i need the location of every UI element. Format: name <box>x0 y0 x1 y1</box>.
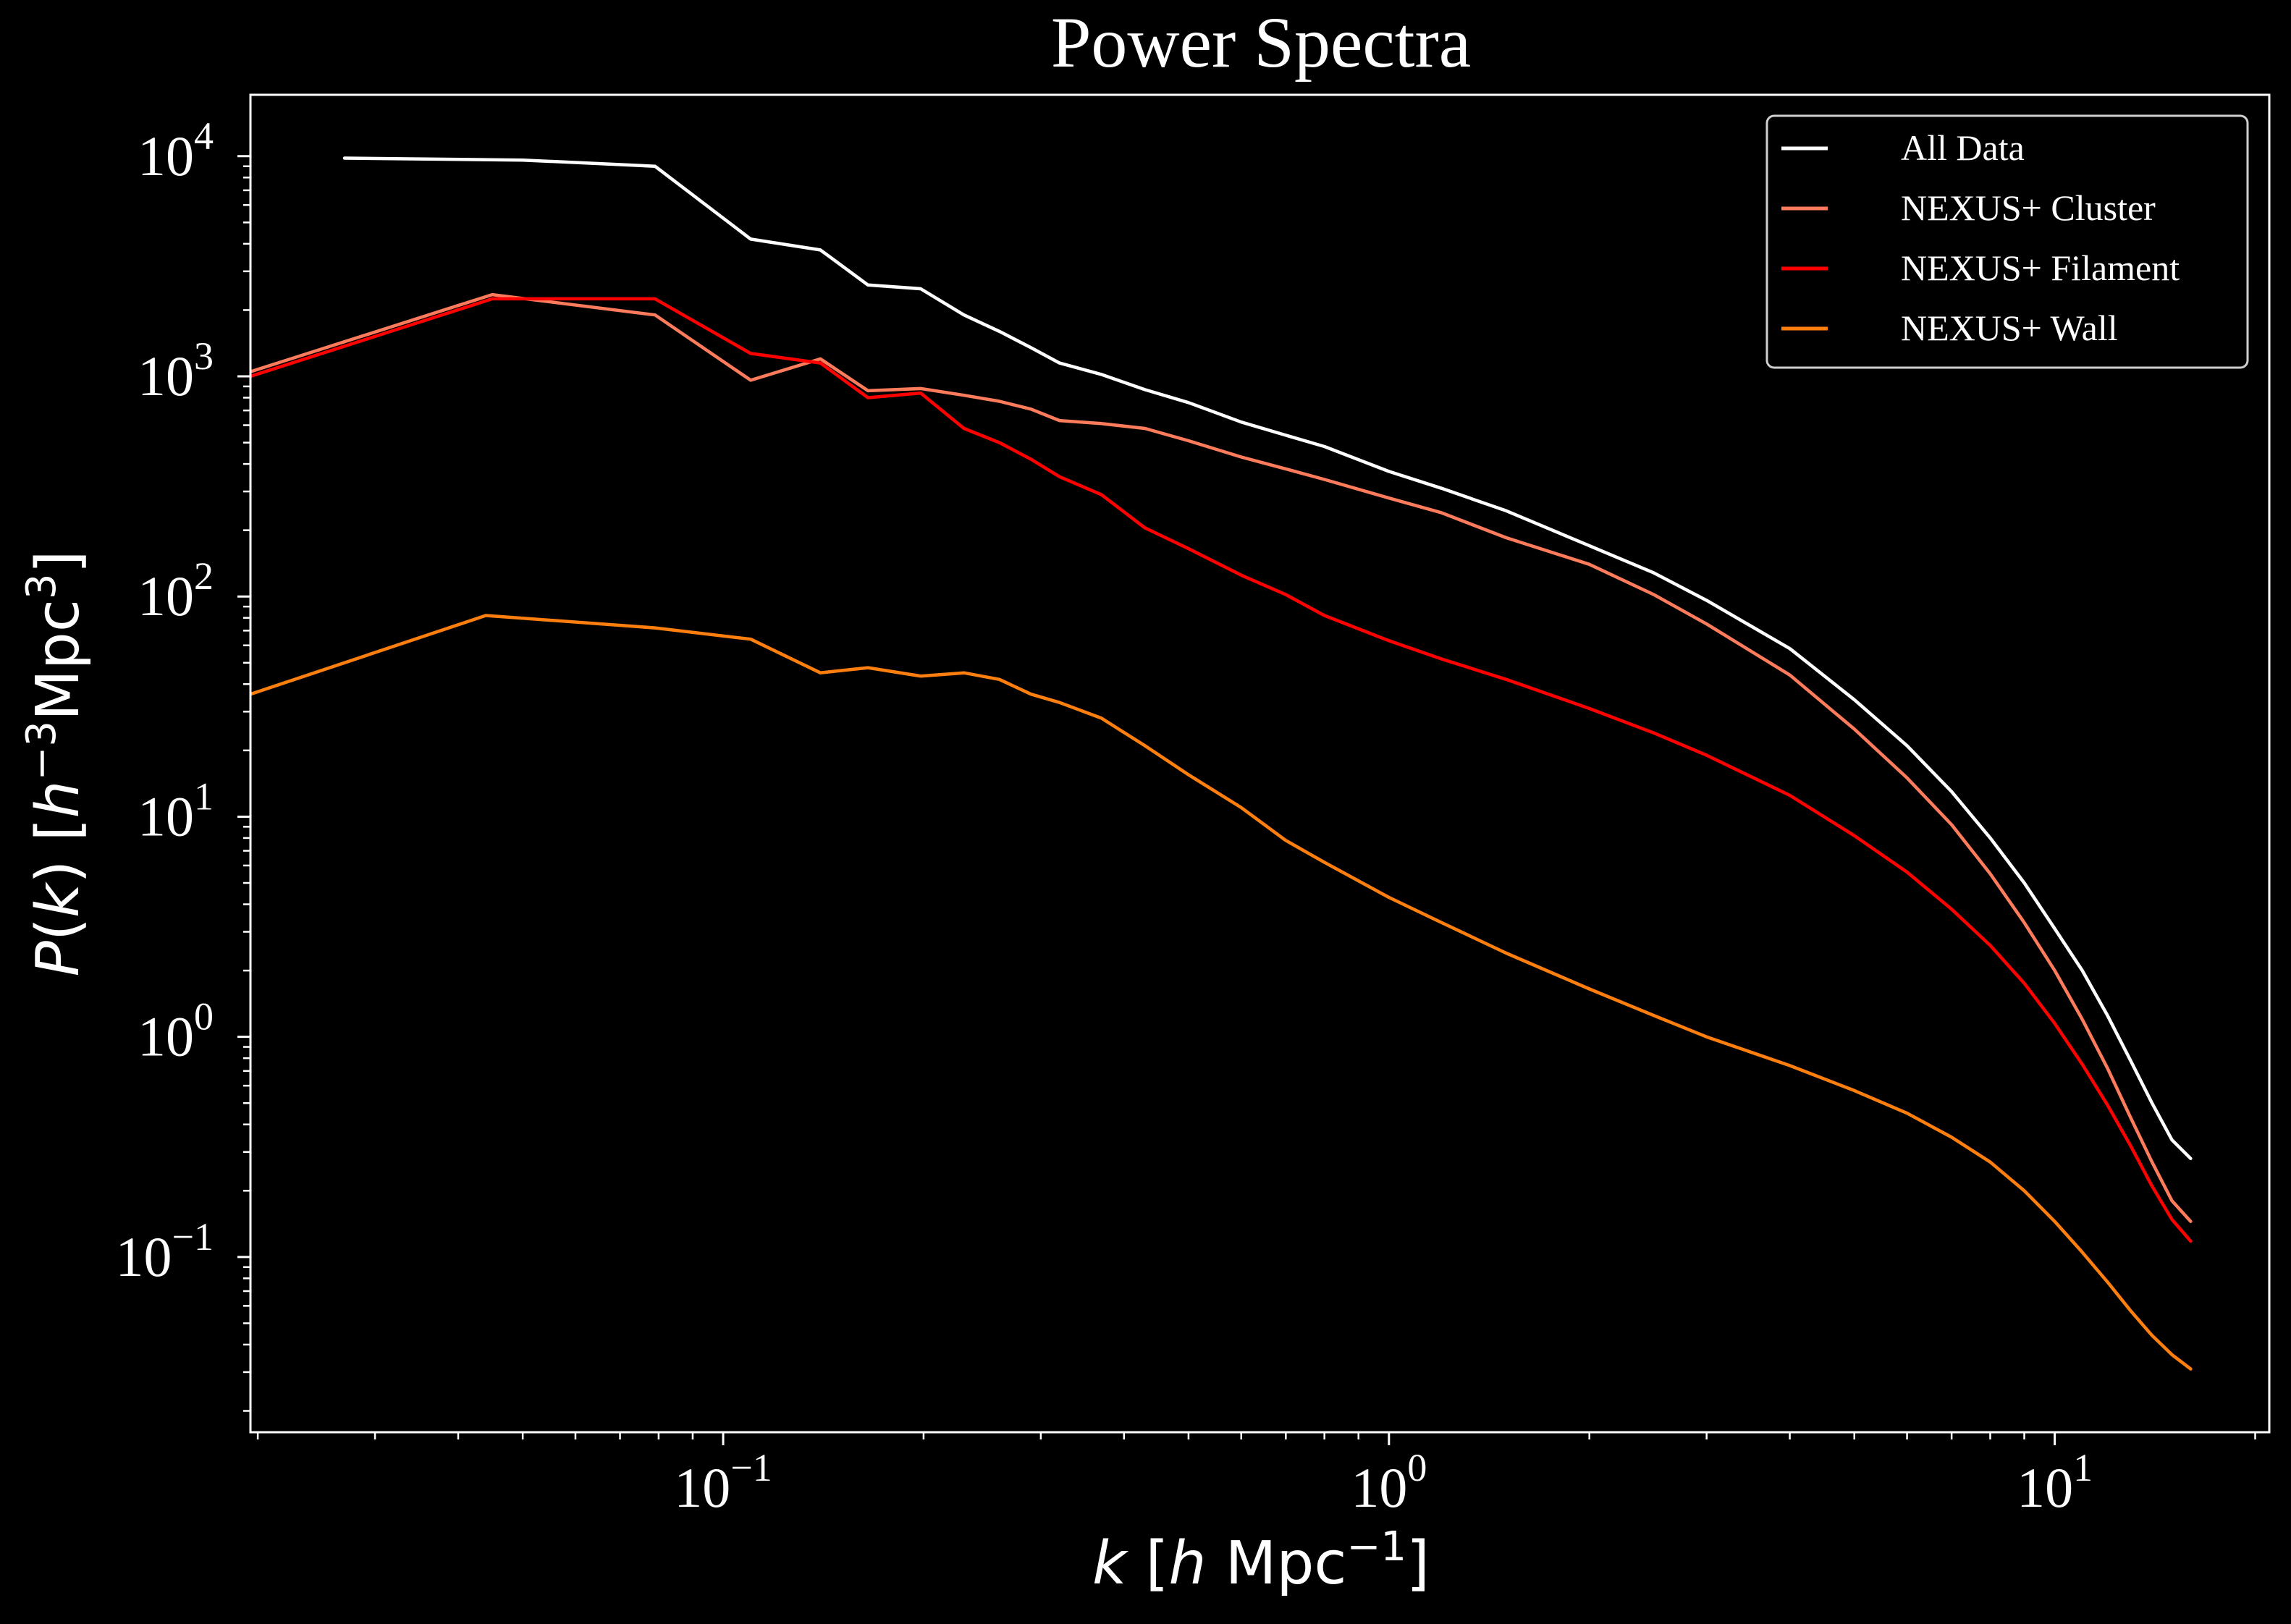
x-axis-label: k [h Mpc−1] <box>1092 1523 1430 1598</box>
y-tick-label: 10−1 <box>116 1215 214 1288</box>
x-axis-ticks: 10−1 100 101 <box>256 1432 2256 1519</box>
y-tick-label: 100 <box>138 995 214 1068</box>
series-line-nexus-filament <box>250 297 2193 1243</box>
y-tick-label: 101 <box>138 774 214 847</box>
series-line-nexus-wall <box>250 614 2193 1371</box>
x-tick-label: 100 <box>1351 1446 1427 1519</box>
legend-label: All Data <box>1901 127 2025 168</box>
y-tick-label: 104 <box>138 114 214 187</box>
plot-frame <box>249 93 2271 1434</box>
legend: All Data NEXUS+ Cluster NEXUS+ Filament NEX… <box>1765 114 2249 369</box>
y-tick-label: 103 <box>138 334 214 407</box>
legend-label: NEXUS+ Cluster <box>1901 187 2156 228</box>
x-tick-label: 10−1 <box>674 1446 772 1519</box>
y-axis-ticks: 10−1 100 101 102 103 104 <box>116 114 250 1412</box>
series-line-all-data <box>342 156 2193 1161</box>
plot-area <box>250 156 2193 1371</box>
series-line-nexus-cluster <box>250 292 2193 1224</box>
chart-title: Power Spectra <box>1051 2 1471 83</box>
legend-label: NEXUS+ Filament <box>1901 248 2180 288</box>
legend-label: NEXUS+ Wall <box>1901 308 2118 348</box>
x-tick-label: 101 <box>2017 1446 2093 1519</box>
y-axis-label: P(k) [h−3Mpc3] <box>18 550 93 976</box>
y-tick-label: 102 <box>138 554 214 627</box>
legend-frame <box>1765 114 2249 369</box>
